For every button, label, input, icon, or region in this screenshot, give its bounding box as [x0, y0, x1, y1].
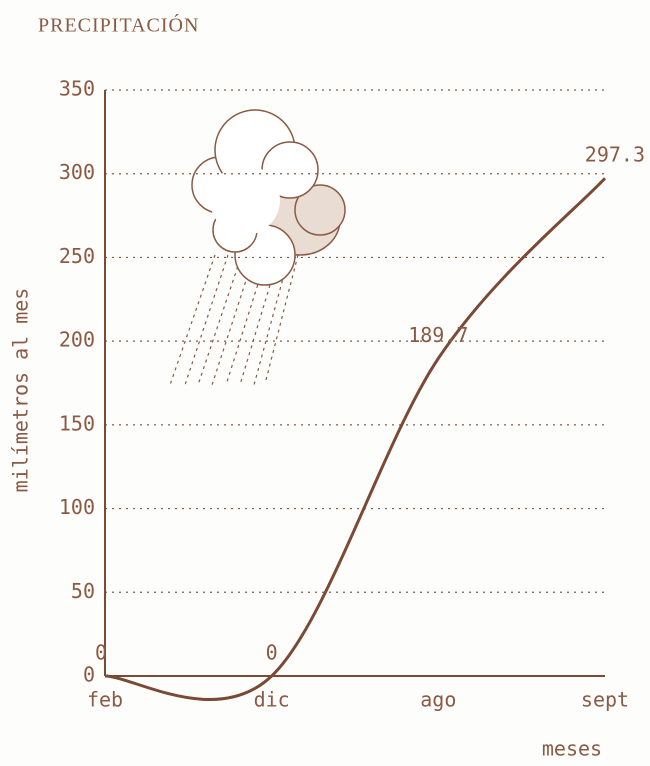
data-label: 297.3	[585, 143, 645, 167]
y-tick-label: 100	[59, 495, 95, 519]
x-tick-label: feb	[87, 688, 123, 712]
data-label: 0	[95, 641, 107, 665]
y-tick-label: 200	[59, 328, 95, 352]
x-tick-label: dic	[254, 688, 290, 712]
y-tick-label: 300	[59, 160, 95, 184]
data-label: 0	[266, 641, 278, 665]
line	[104, 177, 607, 702]
chart-title: PRECIPITACIÓN	[38, 13, 199, 37]
y-axis-label: milímetros al mes	[9, 288, 33, 493]
y-tick-label: 50	[71, 579, 95, 603]
x-axis-label: meses	[542, 737, 602, 761]
y-tick-label: 150	[59, 411, 95, 435]
y-tick-label: 350	[59, 77, 95, 101]
y-tick-label: 0	[83, 663, 95, 687]
cloud-illustration	[169, 109, 346, 386]
x-tick-label: ago	[420, 688, 456, 712]
y-tick-label: 250	[59, 244, 95, 268]
x-tick-label: sept	[581, 688, 629, 712]
data-label: 189.7	[408, 323, 468, 347]
